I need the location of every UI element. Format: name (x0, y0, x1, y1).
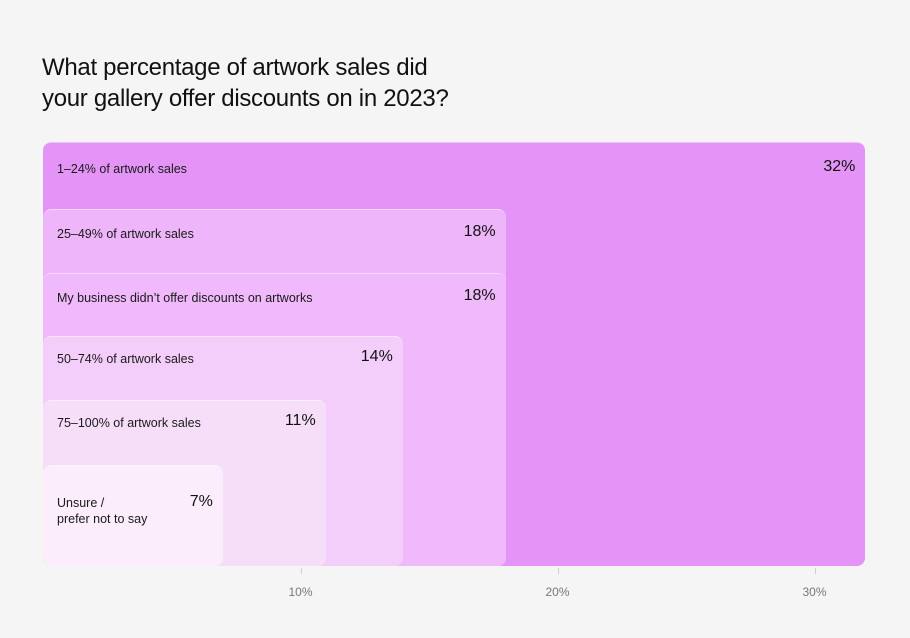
bar-value-label: 18% (463, 287, 496, 304)
chart-title: What percentage of artwork sales did you… (42, 54, 449, 112)
bar-value-label: 32% (823, 158, 856, 175)
bar-value-label: 18% (463, 223, 496, 240)
bar-label: 75–100% of artwork sales (57, 416, 201, 430)
x-tick-label: 30% (802, 585, 827, 599)
x-tick-mark (814, 568, 816, 574)
x-tick-mark (557, 568, 559, 574)
bar-value-label: 11% (284, 412, 316, 429)
bar-label: My business didn’t offer discounts on ar… (57, 291, 313, 305)
bar-label: 50–74% of artwork sales (57, 352, 194, 366)
bar-label: 25–49% of artwork sales (57, 227, 194, 241)
x-tick-mark (300, 568, 302, 574)
bar-5: Unsure / prefer not to say 7% (43, 465, 223, 566)
bar-label: 1–24% of artwork sales (57, 162, 187, 176)
bar-label: Unsure / prefer not to say (57, 496, 148, 526)
x-tick-label: 20% (545, 585, 570, 599)
bar-value-label: 14% (360, 348, 393, 365)
x-tick-label: 10% (288, 585, 313, 599)
bar-value-label: 7% (189, 493, 213, 510)
